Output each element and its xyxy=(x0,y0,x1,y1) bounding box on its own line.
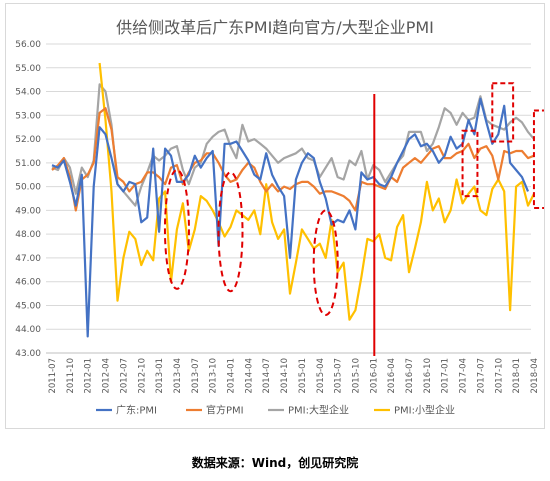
y-tick-label: 44.00 xyxy=(15,325,41,335)
series-line xyxy=(98,62,535,321)
y-axis: 56.00 55.00 54.00 53.00 52.00 51.00 50.00 49.00… xyxy=(15,40,41,359)
x-tick-label: 2014-01 xyxy=(227,358,237,394)
y-tick-label: 53.00 xyxy=(15,111,41,121)
x-tick-label: 2015-07 xyxy=(334,358,344,394)
source-note: 数据来源：Wind，创见研究院 xyxy=(191,456,359,470)
x-tick-label: 2014-10 xyxy=(280,358,290,394)
x-tick-label: 2014-07 xyxy=(262,358,272,394)
x-tick-label: 2016-01 xyxy=(369,358,379,394)
y-tick-label: 46.00 xyxy=(15,278,41,288)
y-tick-label: 52.00 xyxy=(15,135,41,145)
x-tick-label: 2017-10 xyxy=(494,358,504,394)
y-tick-label: 51.00 xyxy=(15,159,41,169)
x-tick-label: 2014-04 xyxy=(244,358,254,394)
dashed-ellipse xyxy=(217,171,244,293)
y-tick-label: 45.00 xyxy=(15,301,41,311)
dashed-ellipse xyxy=(312,209,339,316)
x-axis: 2011-07 2011-10 2012-01 2012-04 2012-07 2012-… xyxy=(46,352,540,394)
x-tick-label: 2015-04 xyxy=(316,358,326,394)
dashed-box xyxy=(491,82,515,143)
legend-label: PMI:小型企业 xyxy=(394,404,455,417)
legend: 广东:PMI 官方PMI PMI:大型企业 PMI:小型企业 xyxy=(96,404,455,417)
x-tick-label: 2016-10 xyxy=(423,358,433,394)
x-tick-label: 2013-04 xyxy=(173,358,183,394)
y-tick-label: 48.00 xyxy=(15,230,41,240)
x-tick-label: 2016-07 xyxy=(405,358,415,394)
dashed-ellipse xyxy=(163,168,190,290)
x-tick-label: 2016-04 xyxy=(387,358,397,394)
y-tick-label: 56.00 xyxy=(15,40,41,50)
x-tick-label: 2012-01 xyxy=(84,358,94,394)
x-tick-label: 2011-10 xyxy=(66,358,76,394)
annotations xyxy=(163,82,544,356)
gridlines xyxy=(46,43,531,354)
x-tick-label: 2013-07 xyxy=(191,358,201,394)
y-tick-label: 50.00 xyxy=(15,183,41,193)
y-tick-label: 55.00 xyxy=(15,64,41,74)
series-lines xyxy=(51,62,535,338)
x-tick-label: 2017-01 xyxy=(441,358,451,394)
series-line xyxy=(51,107,535,212)
y-tick-label: 43.00 xyxy=(15,349,41,359)
x-tick-label: 2018-04 xyxy=(530,358,540,394)
x-tick-label: 2013-10 xyxy=(209,358,219,394)
y-tick-label: 47.00 xyxy=(15,254,41,264)
x-tick-label: 2017-04 xyxy=(459,358,469,394)
y-tick-label: 54.00 xyxy=(15,88,41,98)
x-tick-label: 2017-07 xyxy=(476,358,486,394)
legend-label: PMI:大型企业 xyxy=(288,404,349,417)
x-tick-label: 2012-07 xyxy=(119,358,129,394)
x-tick-label: 2012-10 xyxy=(137,358,147,394)
series-line xyxy=(51,83,535,207)
y-tick-label: 49.00 xyxy=(15,206,41,216)
x-tick-label: 2013-01 xyxy=(155,358,165,394)
chart-title: 供给侧改革后广东PMI趋向官方/大型企业PMI xyxy=(116,18,434,37)
chart-frame: 供给侧改革后广东PMI趋向官方/大型企业PMI 56.00 55.00 54.00 5… xyxy=(5,3,545,429)
pmi-line-chart: 56.00 55.00 54.00 53.00 52.00 51.00 50.00 49.00… xyxy=(15,40,544,417)
x-tick-label: 2015-01 xyxy=(298,358,308,394)
x-tick-label: 2011-07 xyxy=(48,358,58,394)
x-tick-label: 2012-04 xyxy=(102,358,112,394)
x-tick-label: 2015-10 xyxy=(351,358,361,394)
series-line xyxy=(51,97,530,338)
legend-label: 官方PMI xyxy=(206,404,244,417)
dashed-box xyxy=(532,109,544,210)
x-tick-label: 2018-01 xyxy=(512,358,522,394)
legend-label: 广东:PMI xyxy=(116,404,157,417)
